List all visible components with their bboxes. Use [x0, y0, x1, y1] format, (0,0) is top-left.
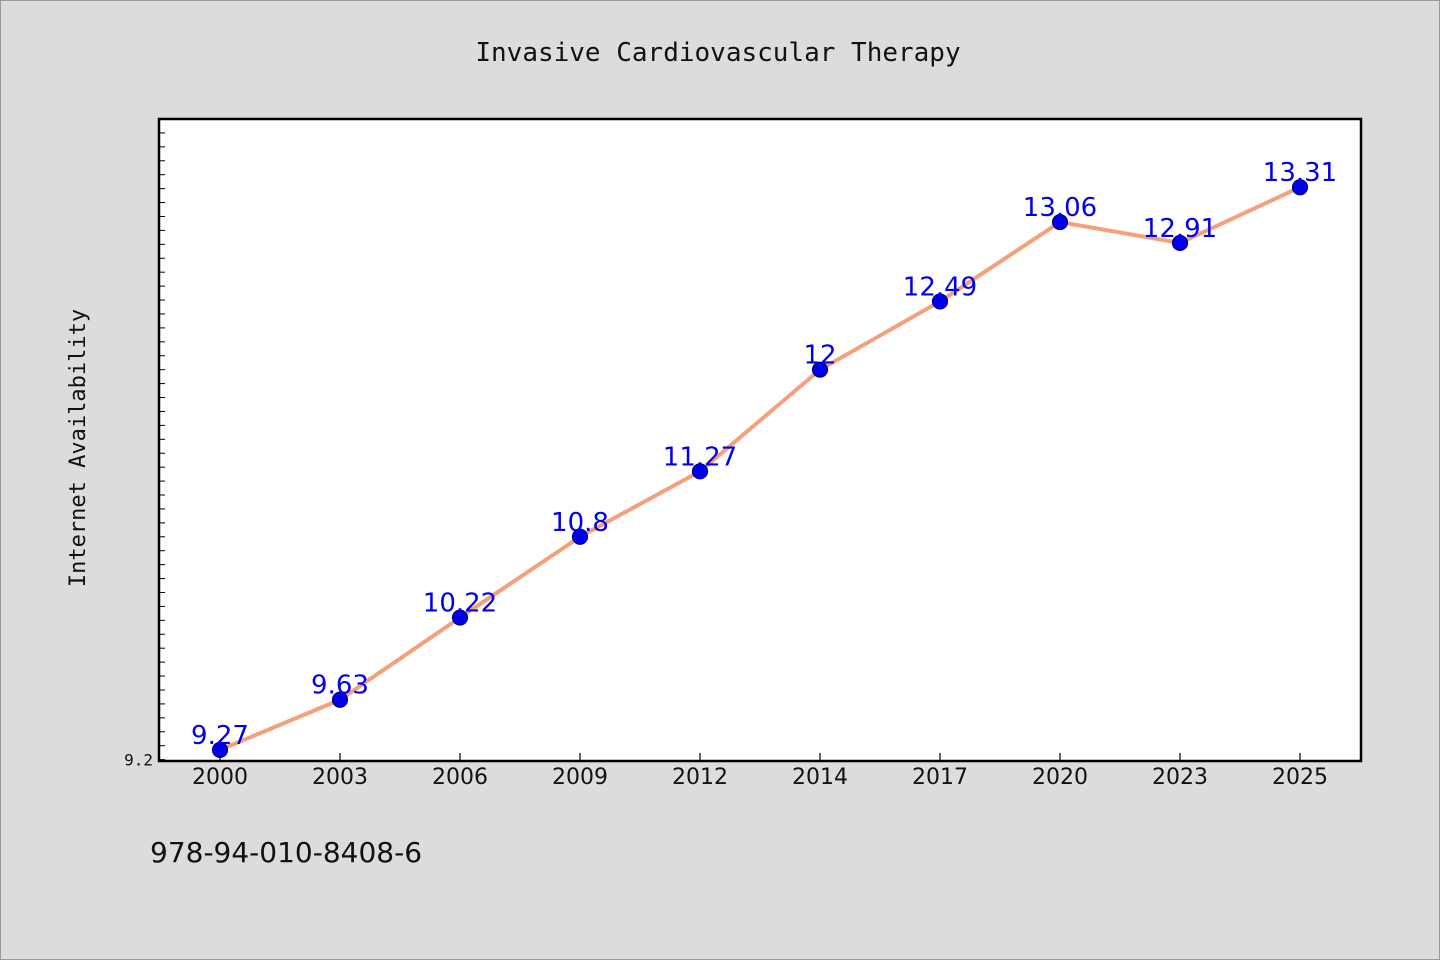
- x-axis-ticks: 2000 2003 2006 2009 2012 2014 2017 2020 2023 2025: [192, 753, 1328, 790]
- data-markers: [211, 179, 1309, 758]
- data-label: 12.49: [903, 272, 977, 302]
- plot-area: [159, 119, 1361, 761]
- data-point: [451, 609, 469, 626]
- data-point: [691, 463, 709, 480]
- chart-title: Invasive Cardiovascular Therapy: [475, 38, 960, 68]
- y-axis-label: Internet Availability: [66, 309, 91, 587]
- data-point: [1051, 213, 1069, 231]
- data-label: 12: [803, 341, 836, 371]
- data-label: 11.27: [663, 442, 737, 472]
- data-label: 10.22: [423, 589, 497, 619]
- plot-frame: [157, 117, 1363, 763]
- x-tick-label: 2014: [792, 765, 848, 790]
- data-label: 10.8: [551, 508, 609, 538]
- y-tick-label: 9.2: [124, 751, 153, 770]
- x-tick-label: 2000: [192, 765, 248, 790]
- x-tick-label: 2020: [1032, 765, 1088, 790]
- data-point: [931, 293, 949, 310]
- x-tick-label: 2012: [672, 765, 728, 790]
- data-point: [211, 741, 229, 758]
- data-point: [331, 691, 349, 708]
- x-tick-label: 2025: [1272, 765, 1328, 790]
- data-point: [1171, 234, 1189, 252]
- data-point: [571, 528, 589, 545]
- data-label: 9.63: [311, 671, 369, 701]
- series-line-group: [218, 185, 1302, 752]
- x-tick-label: 2023: [1152, 765, 1208, 790]
- x-tick-label: 2017: [912, 765, 968, 790]
- data-point: [1291, 179, 1309, 196]
- data-label: 13.06: [1023, 193, 1097, 223]
- data-label: 12.91: [1143, 214, 1217, 244]
- x-tick-label: 2006: [432, 765, 488, 790]
- x-tick-label: 2009: [552, 765, 608, 790]
- footer-isbn-text: 978-94-010-8408-6: [150, 836, 422, 869]
- series-line: [218, 185, 1302, 752]
- data-label: 13.31: [1263, 158, 1337, 188]
- data-point: [811, 361, 829, 378]
- data-label: 9.27: [191, 721, 249, 751]
- data-labels: 9.27 9.63 10.22 10.8 11.27 12 12.49 13.06 12.91 1…: [191, 158, 1337, 751]
- x-tick-label: 2003: [312, 765, 368, 790]
